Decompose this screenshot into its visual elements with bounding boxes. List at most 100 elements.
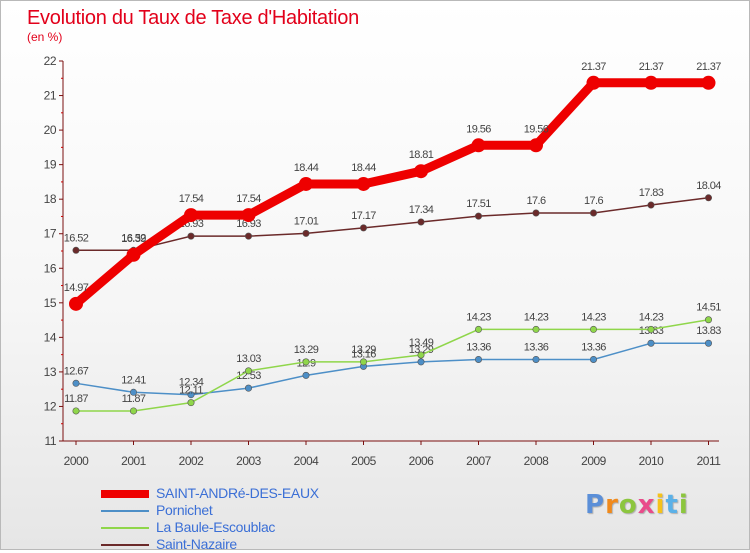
data-point-saint-andr-des-eaux (586, 75, 601, 90)
y-tick-label: 15 (44, 296, 57, 310)
x-tick-label: 2008 (524, 454, 550, 468)
data-point-saint-nazaire (532, 209, 540, 217)
logo-letter: i (655, 490, 666, 520)
data-label-saint-andr-des-eaux: 21.37 (639, 61, 664, 73)
data-label-la-baule-escoublac: 14.23 (639, 311, 664, 323)
series-line-saint-andr-des-eaux (71, 78, 713, 309)
data-point-pornichet (589, 355, 597, 363)
y-tick-label: 16 (44, 261, 57, 275)
data-point-la-baule-escoublac (72, 407, 80, 415)
data-label-saint-nazaire: 16.52 (121, 232, 146, 244)
data-point-saint-nazaire (647, 201, 655, 209)
data-label-pornichet: 12.53 (236, 370, 261, 382)
legend-swatch (101, 543, 149, 546)
x-tick-label: 2006 (409, 454, 435, 468)
x-tick-label: 2011 (697, 454, 722, 468)
data-label-saint-andr-des-eaux: 16.39 (121, 233, 146, 245)
proxiti-logo: Proxiti (585, 490, 689, 520)
legend-label: La Baule-Escoublac (156, 519, 276, 535)
x-tick-label: 2001 (121, 454, 147, 468)
series-line-la-baule-escoublac (76, 319, 709, 412)
x-tick-label: 2005 (351, 454, 377, 468)
x-tick-label: 2007 (466, 454, 492, 468)
data-point-pornichet (130, 388, 138, 396)
data-label-pornichet: 13.16 (351, 348, 376, 360)
data-point-saint-nazaire (187, 232, 195, 240)
data-point-pornichet (532, 355, 540, 363)
x-tick-label: 2002 (179, 454, 205, 468)
y-tick-label: 18 (44, 192, 57, 206)
data-point-saint-nazaire (359, 224, 367, 232)
y-tick-label: 22 (44, 54, 57, 68)
data-label-pornichet: 12.67 (64, 365, 89, 377)
y-tick-label: 12 (44, 399, 57, 413)
data-label-saint-andr-des-eaux: 18.44 (351, 162, 376, 174)
data-point-saint-nazaire (474, 212, 482, 220)
data-label-saint-nazaire: 18.04 (696, 180, 721, 192)
data-label-saint-nazaire: 17.17 (351, 210, 376, 222)
data-point-pornichet (474, 355, 482, 363)
data-point-saint-nazaire (704, 194, 712, 202)
legend-label: SAINT-ANDRé-DES-EAUX (156, 485, 319, 501)
data-label-pornichet: 12.41 (121, 374, 146, 386)
data-point-saint-andr-des-eaux (414, 164, 428, 179)
data-label-saint-nazaire: 16.52 (64, 232, 89, 244)
data-label-pornichet: 13.36 (466, 341, 491, 353)
data-label-pornichet: 12.34 (179, 377, 204, 389)
data-label-pornichet: 13.36 (581, 341, 606, 353)
data-point-saint-nazaire (417, 218, 425, 226)
logo-letter: i (678, 490, 689, 520)
data-point-pornichet (187, 391, 195, 399)
data-label-saint-nazaire: 17.34 (409, 204, 434, 216)
data-label-la-baule-escoublac: 14.23 (524, 311, 549, 323)
data-label-pornichet: 13.83 (696, 325, 721, 337)
legend-label: Saint-Nazaire (156, 536, 237, 552)
x-tick-label: 2010 (639, 454, 665, 468)
y-tick-label: 11 (45, 434, 57, 448)
data-point-saint-andr-des-eaux (184, 208, 198, 223)
data-label-saint-andr-des-eaux: 17.54 (236, 193, 261, 205)
data-point-la-baule-escoublac (130, 407, 138, 415)
data-label-la-baule-escoublac: 13.03 (236, 353, 261, 365)
y-tick-label: 21 (44, 89, 57, 103)
data-label-la-baule-escoublac: 13.49 (409, 337, 434, 349)
data-point-saint-andr-des-eaux (529, 138, 543, 153)
data-label-saint-andr-des-eaux: 19.56 (466, 123, 491, 135)
data-label-la-baule-escoublac: 14.23 (581, 311, 606, 323)
data-label-saint-andr-des-eaux: 17.54 (179, 193, 204, 205)
y-tick-label: 14 (44, 330, 57, 344)
data-label-la-baule-escoublac: 13.29 (294, 344, 319, 356)
data-label-la-baule-escoublac: 11.87 (64, 393, 88, 405)
data-point-saint-andr-des-eaux (644, 75, 658, 90)
data-label-saint-nazaire: 17.6 (584, 195, 603, 207)
data-label-saint-nazaire: 17.83 (639, 187, 664, 199)
data-point-saint-andr-des-eaux (701, 75, 716, 90)
data-label-saint-andr-des-eaux: 18.81 (409, 149, 434, 161)
chart-title: Evolution du Taux de Taxe d'Habitation (27, 7, 359, 29)
data-point-pornichet (704, 339, 712, 347)
data-label-la-baule-escoublac: 11.87 (122, 393, 146, 405)
legend-swatch (101, 509, 149, 512)
data-point-pornichet (302, 371, 310, 379)
x-tick-label: 2004 (294, 454, 320, 468)
data-label-saint-nazaire: 17.6 (526, 195, 545, 207)
y-tick-label: 19 (44, 158, 57, 172)
data-point-la-baule-escoublac (647, 325, 655, 333)
data-point-la-baule-escoublac (187, 399, 195, 407)
data-point-la-baule-escoublac (245, 367, 253, 375)
data-point-la-baule-escoublac (359, 358, 367, 366)
data-label-la-baule-escoublac: 12.11 (179, 385, 203, 397)
data-label-la-baule-escoublac: 14.51 (696, 302, 721, 314)
data-point-pornichet (72, 379, 80, 387)
data-point-saint-nazaire (72, 246, 80, 254)
data-point-pornichet (417, 358, 425, 366)
y-tick-label: 17 (44, 227, 57, 241)
legend-swatch (101, 489, 149, 498)
data-point-saint-andr-des-eaux (299, 176, 313, 191)
data-point-saint-nazaire (245, 232, 253, 240)
y-tick-label: 13 (44, 365, 57, 379)
data-point-saint-andr-des-eaux (241, 208, 256, 223)
data-label-saint-andr-des-eaux: 21.37 (696, 61, 721, 73)
